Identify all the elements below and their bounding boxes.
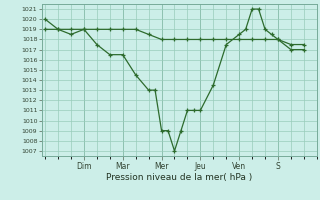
X-axis label: Pression niveau de la mer( hPa ): Pression niveau de la mer( hPa ) (106, 173, 252, 182)
